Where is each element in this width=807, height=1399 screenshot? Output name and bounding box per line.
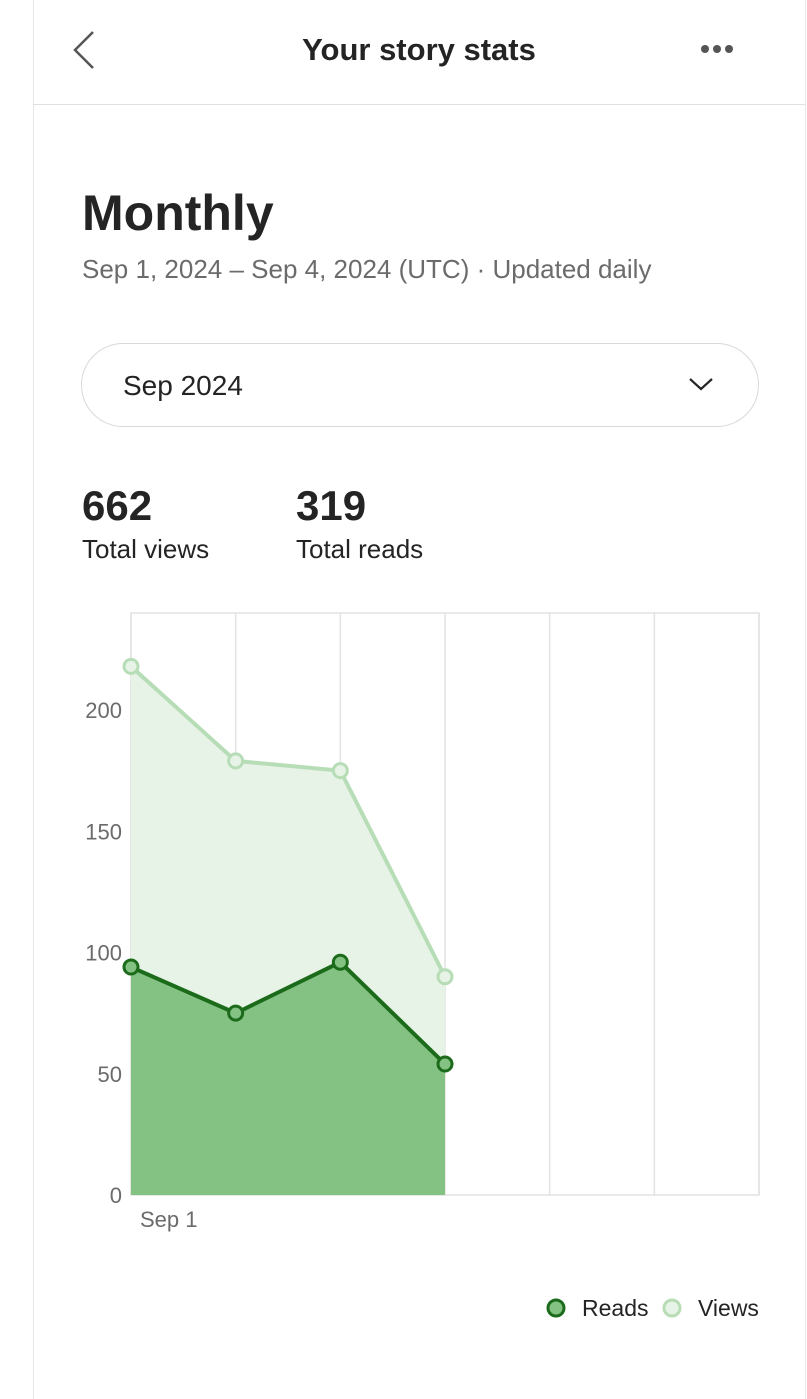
legend-marker xyxy=(662,1298,682,1318)
y-tick-label: 150 xyxy=(85,819,122,844)
stat-value: 319 xyxy=(296,482,367,529)
data-point xyxy=(122,958,140,976)
section-subtitle: Sep 1, 2024 – Sep 4, 2024 (UTC) · Update… xyxy=(82,254,652,284)
dropdown-arrow xyxy=(689,378,713,391)
data-point xyxy=(436,1055,454,1073)
x-tick-label: Sep 1 xyxy=(140,1207,198,1232)
month-dropdown[interactable]: Sep 2024 xyxy=(81,343,759,427)
data-point xyxy=(436,968,454,986)
data-point xyxy=(331,762,349,780)
dropdown-value: Sep 2024 xyxy=(123,370,243,401)
data-point xyxy=(227,752,245,770)
frame xyxy=(33,0,806,1399)
legend-marker xyxy=(546,1298,566,1318)
y-tick-label: 50 xyxy=(98,1062,122,1087)
stat-value: 662 xyxy=(82,482,153,529)
legend-label: Views xyxy=(698,1295,759,1321)
legend-label: Reads xyxy=(582,1295,648,1321)
header: Your story stats xyxy=(33,0,805,105)
y-tick-label: 200 xyxy=(85,698,122,723)
data-point xyxy=(122,657,140,675)
stat-label: Total views xyxy=(82,534,210,564)
data-point xyxy=(227,1004,245,1022)
section-title: Monthly xyxy=(82,185,274,241)
header-title: Your story stats xyxy=(302,32,536,67)
series-line xyxy=(129,664,447,978)
data-point xyxy=(331,953,349,971)
back-button[interactable] xyxy=(71,30,97,70)
stat-label: Total reads xyxy=(296,534,424,564)
y-tick-label: 100 xyxy=(85,941,122,966)
stat: 319 Total reads xyxy=(296,482,423,565)
area-fill xyxy=(131,962,445,1195)
series-line xyxy=(130,959,447,1066)
more-button[interactable] xyxy=(699,42,735,56)
y-tick-label: 0 xyxy=(110,1183,122,1208)
stat: 662 Total views xyxy=(82,482,209,565)
